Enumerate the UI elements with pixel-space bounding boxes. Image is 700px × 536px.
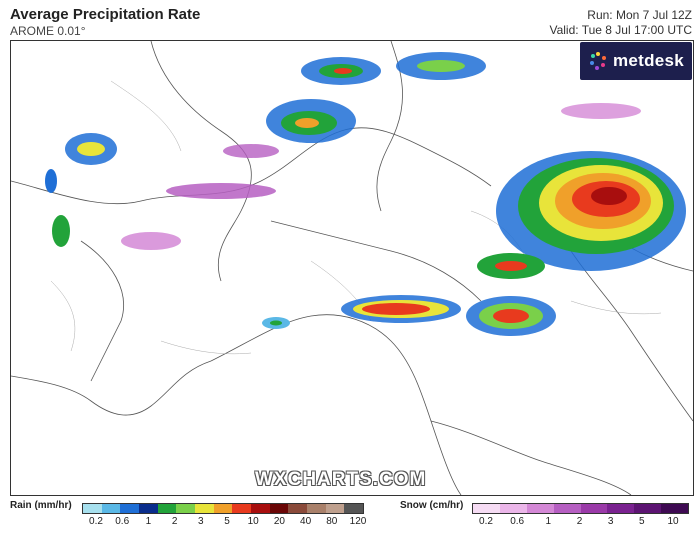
snow-swatch <box>553 504 581 513</box>
rain-tick-label: 20 <box>273 516 285 527</box>
rain-swatch <box>232 504 252 513</box>
snow-swatch <box>580 504 608 513</box>
brand-name: metdesk <box>612 51 685 70</box>
snow-tick-label: 0.6 <box>510 516 525 527</box>
metdesk-logo-icon <box>589 52 606 70</box>
snow-tick-label: 5 <box>639 516 645 527</box>
rain-tick-label: 5 <box>224 516 230 527</box>
chart-title: Average Precipitation Rate <box>10 6 201 23</box>
rain-legend-label: Rain (mm/hr) <box>10 500 72 511</box>
model-label: AROME 0.01° <box>10 24 86 38</box>
rain-swatch <box>307 504 326 513</box>
watermark: WXCHARTS.COM <box>255 469 427 490</box>
snow-swatch <box>661 504 688 513</box>
snow-tick-label: 10 <box>667 516 679 527</box>
snow-tick-label: 1 <box>545 516 552 527</box>
rain-swatch <box>101 504 121 513</box>
snow-swatch <box>499 504 527 513</box>
rain-swatch <box>251 504 270 513</box>
rain-tick-label: 0.6 <box>115 516 130 527</box>
rain-swatch <box>139 504 158 513</box>
snow-tick-label: 2 <box>576 516 583 527</box>
run-time: Run: Mon 7 Jul 12Z <box>587 8 692 22</box>
snow-legend-label: Snow (cm/hr) <box>400 500 464 511</box>
rain-color-scale <box>82 503 364 514</box>
precipitation-map[interactable] <box>10 40 694 496</box>
rain-tick-label: 10 <box>247 516 259 527</box>
rain-tick-label: 40 <box>300 516 312 527</box>
rain-swatch <box>176 504 196 513</box>
valid-time: Valid: Tue 8 Jul 17:00 UTC <box>549 23 692 37</box>
precip-cells <box>45 52 686 336</box>
metdesk-logo: metdesk <box>580 42 692 80</box>
rain-tick-label: 120 <box>349 516 367 527</box>
rain-tick-label: 1 <box>145 516 152 527</box>
rain-swatch <box>120 504 140 513</box>
rain-tick-label: 80 <box>326 516 338 527</box>
rain-tick-label: 0.2 <box>89 516 103 527</box>
rain-tick-label: 2 <box>171 516 178 527</box>
rain-swatch <box>195 504 214 513</box>
rain-swatch <box>288 504 308 513</box>
snow-color-scale <box>472 503 689 514</box>
rain-swatch <box>157 504 177 513</box>
rain-swatch <box>213 504 233 513</box>
rain-swatch <box>83 504 102 513</box>
snow-swatch <box>526 504 554 513</box>
snow-tick-label: 3 <box>607 516 614 527</box>
snow-swatch <box>634 504 662 513</box>
snow-swatch <box>607 504 635 513</box>
rain-tick-label: 3 <box>198 516 204 527</box>
rain-swatch <box>269 504 289 513</box>
snow-swatch <box>473 504 500 513</box>
snow-tick-label: 0.2 <box>479 516 493 527</box>
rain-swatch <box>344 504 364 513</box>
rain-swatch <box>325 504 345 513</box>
